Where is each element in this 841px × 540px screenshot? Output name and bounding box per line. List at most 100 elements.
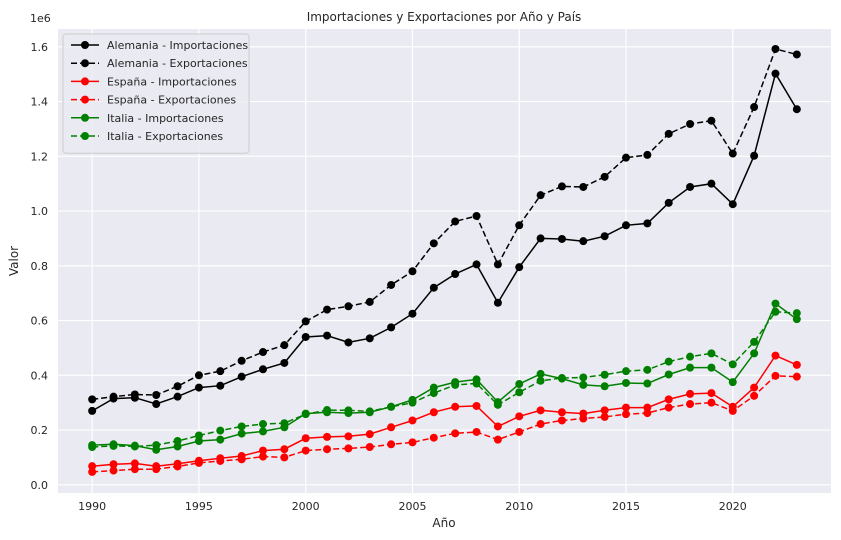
data-point xyxy=(194,436,203,445)
data-point xyxy=(451,429,460,438)
data-point xyxy=(771,371,780,380)
x-tick-label: 2020 xyxy=(719,500,747,513)
data-point xyxy=(707,179,716,188)
data-point xyxy=(216,456,225,465)
data-point xyxy=(472,211,481,220)
data-point xyxy=(792,309,801,318)
data-point xyxy=(600,382,609,391)
data-point xyxy=(344,444,353,453)
data-point xyxy=(365,443,374,452)
data-point xyxy=(280,358,289,367)
data-point xyxy=(323,445,332,454)
x-tick-label: 1990 xyxy=(78,500,106,513)
data-point xyxy=(194,383,203,392)
data-point xyxy=(750,349,759,358)
data-point xyxy=(429,383,438,392)
y-tick-label: 0.8 xyxy=(31,260,49,273)
data-point xyxy=(771,299,780,308)
legend-label: España - Importaciones xyxy=(107,75,237,88)
legend-label: Alemania - Exportaciones xyxy=(107,57,248,70)
data-point xyxy=(622,410,631,419)
data-point xyxy=(643,365,652,374)
data-point xyxy=(387,323,396,332)
data-point xyxy=(622,403,631,412)
data-point xyxy=(152,441,161,450)
data-point xyxy=(664,395,673,404)
data-point xyxy=(792,50,801,59)
data-point xyxy=(408,416,417,425)
data-point xyxy=(344,302,353,311)
x-tick-labels: 1990 1995 2000 2005 2010 2015 2020 xyxy=(78,500,747,513)
data-point xyxy=(707,363,716,372)
data-point xyxy=(365,334,374,343)
data-point xyxy=(408,398,417,407)
data-point xyxy=(557,416,566,425)
data-point xyxy=(707,116,716,125)
data-point xyxy=(686,352,695,361)
data-point xyxy=(280,419,289,428)
data-point xyxy=(258,427,267,436)
data-point xyxy=(323,305,332,314)
data-point xyxy=(643,379,652,388)
data-point xyxy=(536,406,545,415)
y-tick-label: 0.0 xyxy=(31,479,49,492)
data-point xyxy=(429,283,438,292)
data-point xyxy=(323,331,332,340)
data-point xyxy=(301,410,310,419)
legend-swatch-marker xyxy=(81,59,89,68)
data-point xyxy=(622,221,631,230)
series-line xyxy=(92,302,798,451)
data-point xyxy=(536,369,545,378)
data-point xyxy=(109,392,118,401)
series-line xyxy=(92,375,797,473)
x-tick-label: 2005 xyxy=(398,500,426,513)
data-point xyxy=(493,422,502,431)
data-point xyxy=(728,149,737,158)
data-point xyxy=(792,360,801,369)
y-axis-label: Valor xyxy=(7,246,21,276)
data-point xyxy=(323,406,332,415)
y-offset-label: 1e6 xyxy=(30,12,51,25)
data-point xyxy=(493,435,502,444)
data-point xyxy=(237,372,246,381)
data-point xyxy=(643,403,652,412)
data-point xyxy=(664,403,673,412)
data-point xyxy=(258,420,267,429)
data-point xyxy=(194,371,203,380)
data-point xyxy=(344,432,353,441)
series-group xyxy=(88,371,801,476)
x-tick-label: 2015 xyxy=(612,500,640,513)
data-point xyxy=(237,356,246,365)
x-tick-label: 2000 xyxy=(292,500,320,513)
data-point xyxy=(771,69,780,78)
data-point xyxy=(109,441,118,450)
data-point xyxy=(280,341,289,350)
data-point xyxy=(750,383,759,392)
data-point xyxy=(301,446,310,455)
data-point xyxy=(515,380,524,389)
legend-box xyxy=(62,33,250,154)
data-point xyxy=(109,466,118,475)
data-point xyxy=(216,367,225,376)
data-point xyxy=(216,435,225,444)
data-point xyxy=(301,434,310,443)
data-point xyxy=(280,453,289,462)
y-tick-label: 1.2 xyxy=(31,150,49,163)
data-point xyxy=(600,172,609,181)
series-line xyxy=(91,71,798,412)
data-point xyxy=(365,297,374,306)
data-point xyxy=(686,363,695,372)
data-point xyxy=(493,298,502,307)
data-point xyxy=(686,400,695,409)
data-point xyxy=(194,458,203,467)
data-point xyxy=(323,432,332,441)
y-tick-label: 1.0 xyxy=(31,205,49,218)
data-point xyxy=(130,465,139,474)
data-point xyxy=(301,317,310,326)
data-point xyxy=(258,365,267,374)
legend-label: España - Exportaciones xyxy=(107,94,236,107)
chart-title: Importaciones y Exportaciones por Año y … xyxy=(307,10,582,24)
data-point xyxy=(237,429,246,438)
data-point xyxy=(728,200,737,209)
data-point xyxy=(707,349,716,358)
